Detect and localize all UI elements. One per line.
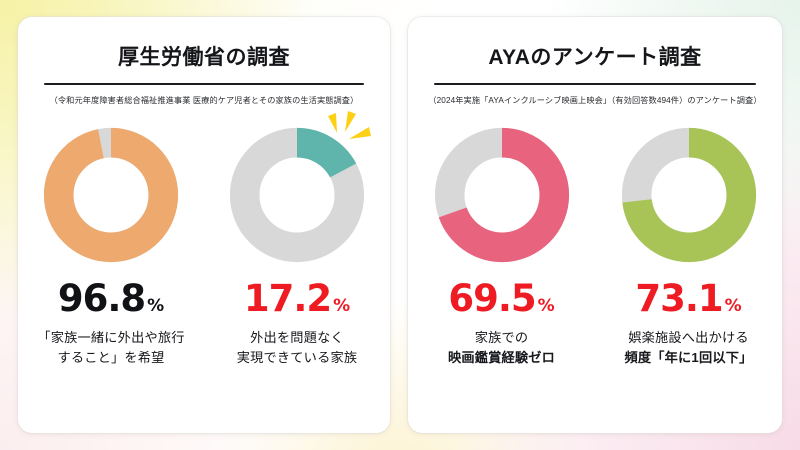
donut-chart-no-family-movie-experience [434, 127, 569, 263]
caption-line: 外出を問題なく [250, 330, 344, 345]
donut-chart-wrapper [222, 111, 372, 270]
caption-line: 実現できている家族 [236, 349, 358, 365]
donut-chart-wrapper [614, 120, 764, 270]
title-divider [44, 83, 364, 85]
panel-source-note: （令和元年度障害者総合福祉推進事業 医療的ケア児者とその家族の生活実態調査） [49, 96, 359, 105]
stat-value: 17.2 [243, 277, 332, 320]
stat-value-row: 73.1 % [635, 280, 741, 317]
stat-value-row: 96.8 % [58, 280, 164, 317]
panel-aya: AYAのアンケート調査 （2024年実施「AYAインクルーシブ映画上映会」（有効… [408, 17, 782, 433]
caption-line: 頻度「年に1回以下」 [624, 349, 753, 365]
caption-line: 家族での [474, 330, 529, 345]
stat-value: 73.1 [635, 277, 723, 320]
stat-unit: % [333, 296, 351, 316]
stat-caption: 外出を問題なく 実現できている家族 [237, 328, 358, 368]
stat-caption: 家族での 映画鑑賞経験ゼロ [448, 328, 555, 368]
stat-caption: 「家族一緒に外出や旅行 すること」を希望 [37, 328, 184, 368]
panel-title: 厚生労働省の調査 [118, 46, 290, 69]
stat-no-family-movie-experience: 69.5 % 家族での 映画鑑賞経験ゼロ [408, 120, 595, 368]
donut-chart-family-outing-wish [43, 127, 179, 263]
stat-amusement-visit-frequency: 73.1 % 娯楽施設へ出かける 頻度「年に1回以下」 [595, 120, 782, 368]
stat-group: 96.8 % 「家族一緒に外出や旅行 すること」を希望 [18, 111, 390, 368]
sparkle-icon [328, 111, 371, 139]
donut-chart-wrapper [427, 120, 577, 270]
stat-value: 69.5 [448, 277, 536, 320]
stat-group: 69.5 % 家族での 映画鑑賞経験ゼロ 73.1 % [408, 120, 782, 368]
caption-line: 娯楽施設へ出かける [628, 330, 749, 345]
stat-outing-realized: 17.2 % 外出を問題なく 実現できている家族 [204, 111, 390, 368]
caption-line: 映画鑑賞経験ゼロ [447, 349, 556, 365]
stat-unit: % [537, 296, 555, 316]
stat-unit: % [724, 296, 742, 316]
panel-mhlw: 厚生労働省の調査 （令和元年度障害者総合福祉推進事業 医療的ケア児者とその家族の… [18, 17, 390, 433]
donut-chart-outing-realized [229, 127, 365, 263]
caption-line: すること」を希望 [57, 349, 165, 365]
title-divider [434, 83, 756, 85]
donut-chart-wrapper [36, 120, 186, 270]
stat-caption: 娯楽施設へ出かける 頻度「年に1回以下」 [624, 328, 752, 368]
stat-family-outing-wish: 96.8 % 「家族一緒に外出や旅行 すること」を希望 [18, 120, 204, 368]
panel-title: AYAのアンケート調査 [488, 46, 702, 69]
caption-line: 「家族一緒に外出や旅行 [37, 330, 185, 345]
panel-source-note: （2024年実施「AYAインクルーシブ映画上映会」（有効回答数494件）のアンケ… [428, 96, 762, 105]
stat-value-row: 69.5 % [448, 280, 554, 317]
stat-value-row: 17.2 % [244, 280, 350, 317]
donut-chart-amusement-visit-frequency [621, 127, 756, 263]
stat-unit: % [147, 296, 165, 316]
stat-value: 96.8 [57, 277, 146, 320]
